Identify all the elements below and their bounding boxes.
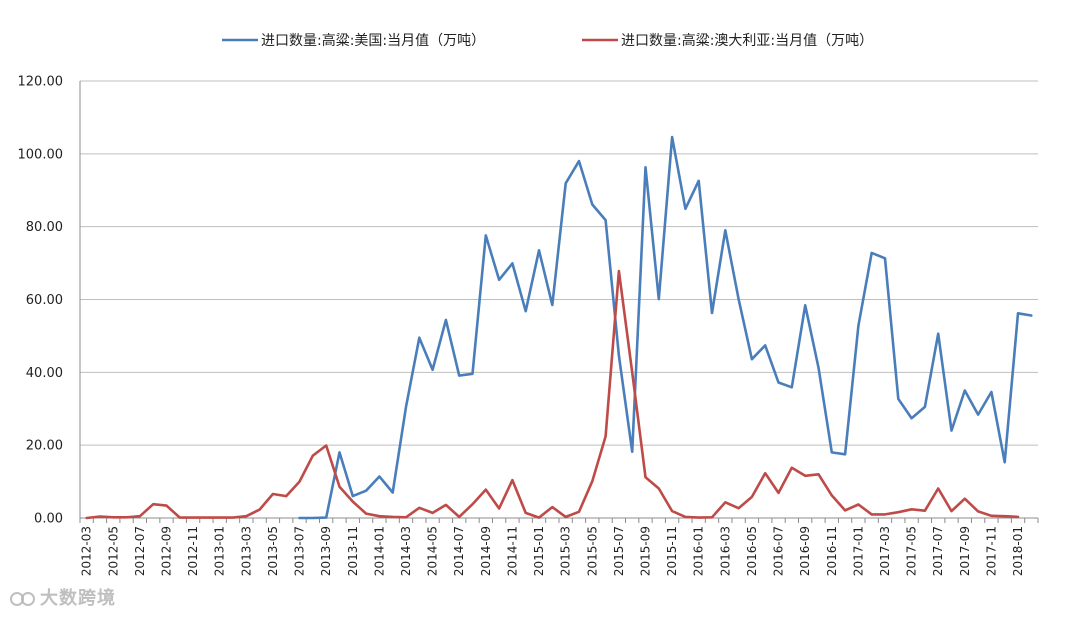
watermark-text: 大数跨境: [40, 588, 116, 609]
y-tick-label: 20.00: [26, 439, 63, 454]
y-tick-label: 60.00: [26, 293, 63, 308]
x-tick-label: 2016-09: [798, 526, 812, 576]
x-tick-label: 2016-01: [692, 526, 706, 576]
x-tick-label: 2015-03: [559, 526, 573, 576]
x-tick-label: 2014-07: [452, 526, 466, 576]
x-tick-label: 2014-09: [479, 526, 493, 576]
x-tick-label: 2014-03: [399, 526, 413, 576]
y-tick-label: 120.00: [18, 75, 64, 90]
x-tick-label: 2017-07: [931, 526, 945, 576]
y-tick-label: 100.00: [18, 147, 64, 162]
x-tick-label: 2016-03: [718, 526, 732, 576]
x-tick-label: 2013-09: [319, 526, 333, 576]
x-axis: 2012-03 2012-05 2012-07 2012-09 2012-11 2013-…: [79, 517, 1039, 576]
x-tick-label: 2016-05: [745, 526, 759, 576]
x-tick-label: 2017-09: [958, 526, 972, 576]
legend-label-2: 进口数量:高粱:澳大利亚:当月值（万吨）: [621, 32, 873, 49]
series-line-1: [298, 135, 1033, 520]
x-tick-label: 2013-03: [239, 526, 253, 576]
x-tick-label: 2015-09: [638, 526, 652, 576]
x-tick-label: 2014-05: [426, 526, 440, 576]
x-tick-label: 2015-01: [532, 526, 546, 576]
x-tick-label: 2014-11: [505, 526, 519, 576]
x-tick-label: 2012-05: [106, 526, 120, 576]
x-tick-label: 2013-07: [293, 526, 307, 576]
x-tick-label: 2017-05: [905, 526, 919, 576]
x-tick-label: 2015-05: [585, 526, 599, 576]
series-group: [85, 135, 1033, 520]
x-tick-label: 2013-05: [266, 526, 280, 576]
gridlines: [80, 80, 1038, 446]
x-tick-label: 2016-11: [825, 526, 839, 576]
x-tick-label: 2013-11: [346, 526, 360, 576]
x-tick-label: 2017-11: [984, 526, 998, 576]
y-tick-label: 40.00: [26, 366, 63, 381]
x-tick-label: 2012-11: [186, 526, 200, 576]
y-tick-label: 0.00: [34, 512, 63, 527]
y-tick-label: 80.00: [26, 220, 63, 235]
watermark-logo-icon: [10, 592, 35, 606]
x-tick-label: 2015-07: [612, 526, 626, 576]
x-tick-label: 2012-07: [133, 526, 147, 576]
x-tick-label: 2014-01: [372, 526, 386, 576]
x-tick-label: 2017-01: [851, 526, 865, 576]
x-tick-label: 2017-03: [878, 526, 892, 576]
x-tick-label: 2018-01: [1011, 526, 1025, 576]
x-tick-label: 2012-03: [80, 526, 94, 576]
x-tick-label: 2015-11: [665, 526, 679, 576]
legend: 进口数量:高粱:美国:当月值（万吨） 进口数量:高粱:澳大利亚:当月值（万吨）: [222, 32, 873, 49]
legend-label-1: 进口数量:高粱:美国:当月值（万吨）: [261, 32, 485, 49]
x-tick-label: 2016-07: [772, 526, 786, 576]
y-axis: 0.00 20.00 40.00 60.00 80.00 100.00 120.00: [18, 75, 81, 527]
x-tick-label: 2013-01: [213, 526, 227, 576]
watermark: 大数跨境: [10, 584, 116, 610]
series-line-2: [85, 269, 1020, 520]
x-tick-label: 2012-09: [159, 526, 173, 576]
